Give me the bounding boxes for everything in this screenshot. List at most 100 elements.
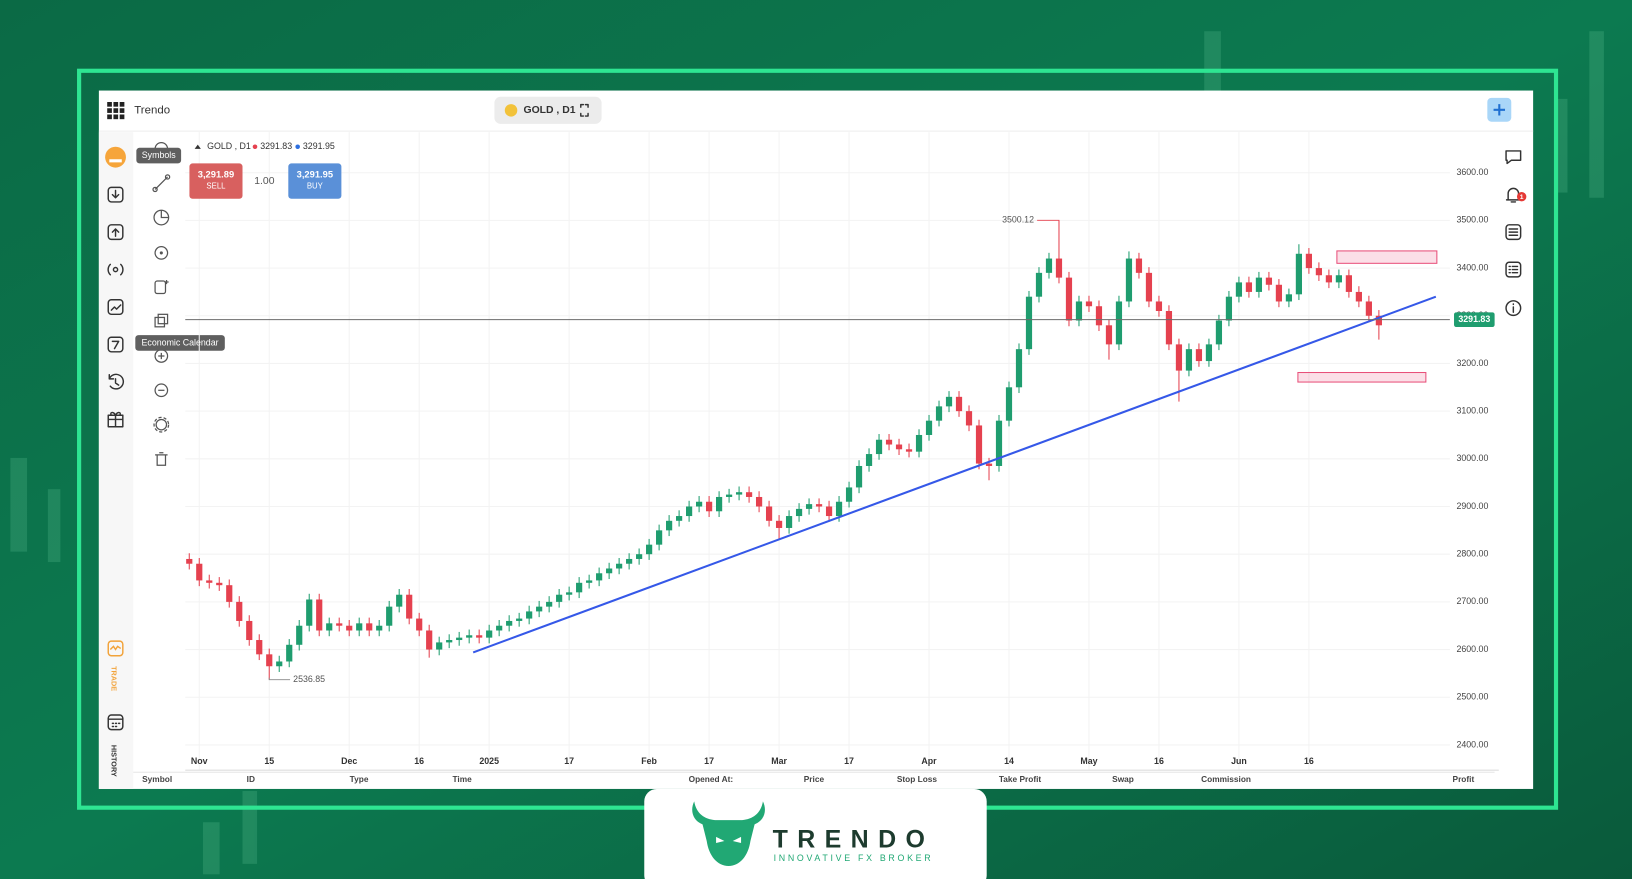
drawing-toolbar-part[interactable] [164,279,169,285]
drawing-toolbar-part[interactable] [152,186,158,193]
candle-body [446,640,453,643]
symbols-tooltip-part [136,147,182,164]
drawing-toolbar-part[interactable] [158,352,165,360]
candle-body [1035,272,1043,297]
candle-body [1295,253,1303,295]
drawing-toolbar-part[interactable] [154,246,169,260]
candle-body [186,558,193,564]
candle-body [805,504,813,509]
sell-label[interactable]: SELL [206,181,226,190]
sidebar-icons-part[interactable] [107,186,124,203]
sidebar-icons-part[interactable] [111,189,120,199]
candle-body [696,501,703,507]
sell-price[interactable]: 3,291.89 [198,169,234,179]
candle-body [396,594,403,607]
menu-button-part[interactable] [119,114,125,120]
right-sidebar-icons-part[interactable] [1508,228,1519,236]
add-button-part[interactable] [1493,104,1506,116]
y-tick-label: 3400.00 [1456,262,1488,272]
volume[interactable]: 1.00 [254,176,274,187]
drawing-toolbar-part[interactable] [164,174,171,180]
sidebar-icons-part[interactable] [107,411,124,428]
candle-body [725,494,733,497]
symbol-tab-part[interactable] [494,96,602,124]
right-sidebar-icons-part[interactable] [1508,265,1519,274]
background-decoration-part [1204,31,1221,94]
symbol-tab[interactable]: GOLD , D1 [494,96,602,124]
candle-body [246,620,253,641]
menu-button-part[interactable] [107,108,112,113]
buy-price[interactable]: 3,291.95 [297,169,333,179]
sidebar-icons-part[interactable] [111,340,120,350]
right-sidebar-icons[interactable] [1505,150,1522,317]
drawing-toolbar-part[interactable] [154,280,167,295]
menu-button-part[interactable] [119,108,125,113]
sell-button[interactable]: 3,291.89 SELL [189,163,243,199]
left-sidebar [98,132,134,789]
trade-tab[interactable]: TRADE [110,666,119,691]
sidebar-icons-part[interactable] [107,640,124,657]
candle-body [745,492,753,497]
sidebar-icons-part[interactable] [105,146,126,168]
sidebar-icons-part[interactable] [112,266,119,273]
legend-bid: 3291.83 [260,141,292,151]
drawing-toolbar-part[interactable] [157,313,169,325]
sidebar-icons-part[interactable] [107,299,124,316]
sidebar-icons-part[interactable] [109,645,122,651]
history-tab[interactable]: HISTORY [110,745,119,777]
sidebar-icons-part[interactable] [111,228,120,237]
right-sidebar-icons-part[interactable] [1505,224,1522,241]
sidebar-icons-part[interactable] [107,263,124,276]
right-sidebar-icons-part[interactable] [1505,300,1522,317]
candle-body [1095,306,1103,326]
column-header: Time [452,774,472,784]
sidebar-icons-part[interactable] [107,714,124,731]
sidebar-icons-part[interactable] [107,224,124,241]
sidebar-icons-part[interactable] [107,336,124,353]
drawing-toolbar-part[interactable] [160,210,169,219]
drawing-toolbar-part[interactable] [155,418,168,431]
logo-name: TRENDO [773,826,935,854]
symbol-tab-part[interactable] [504,104,518,117]
sidebar-icons-part[interactable] [109,159,122,163]
candle-body [456,637,463,641]
sidebar-icons-part[interactable] [110,304,122,311]
menu-button[interactable] [107,102,125,120]
drawing-toolbar-part[interactable] [155,452,168,466]
y-tick-label: 3600.00 [1456,167,1488,177]
right-sidebar-icons-part[interactable] [1505,150,1522,165]
sell-button-part[interactable] [189,163,243,199]
menu-button-part[interactable] [119,102,125,107]
candle-body [326,623,333,631]
drawing-toolbar[interactable] [152,141,171,466]
right-sidebar-icons-part[interactable] [1505,261,1522,278]
sidebar-icons-part[interactable] [108,373,125,390]
candle-body [1075,301,1083,321]
symbol-tab-part[interactable] [580,103,589,117]
menu-button-part[interactable] [113,108,119,113]
buy-button-part[interactable] [288,163,342,199]
menu-button-part[interactable] [107,102,112,107]
sidebar-icons[interactable] [105,146,126,731]
menu-button-part[interactable] [113,102,119,107]
collapse-icon[interactable] [194,144,201,149]
drawing-toolbar-part[interactable] [159,251,163,255]
symbol-tab-label[interactable]: GOLD , D1 [524,105,576,116]
menu-button-part[interactable] [113,114,119,120]
drawing-toolbar-part[interactable] [154,176,169,190]
menu-button-part[interactable] [107,114,112,120]
buy-label[interactable]: BUY [307,181,324,190]
drawing-toolbar-part[interactable] [153,416,170,433]
drawing-toolbar-part[interactable] [154,383,169,398]
candle-body [1235,282,1243,297]
price-zone [1336,250,1438,264]
candle-body [366,623,373,631]
candle-body [1185,349,1193,371]
tooltip-text: Economic Calendar [142,337,219,347]
candle-body [626,558,633,564]
buy-button[interactable]: 3,291.95 BUY [288,163,342,199]
sidebar-icons-part[interactable] [107,718,124,728]
candle-body [865,454,873,466]
drawing-toolbar-part[interactable] [154,316,166,328]
add-button[interactable] [1487,97,1512,122]
